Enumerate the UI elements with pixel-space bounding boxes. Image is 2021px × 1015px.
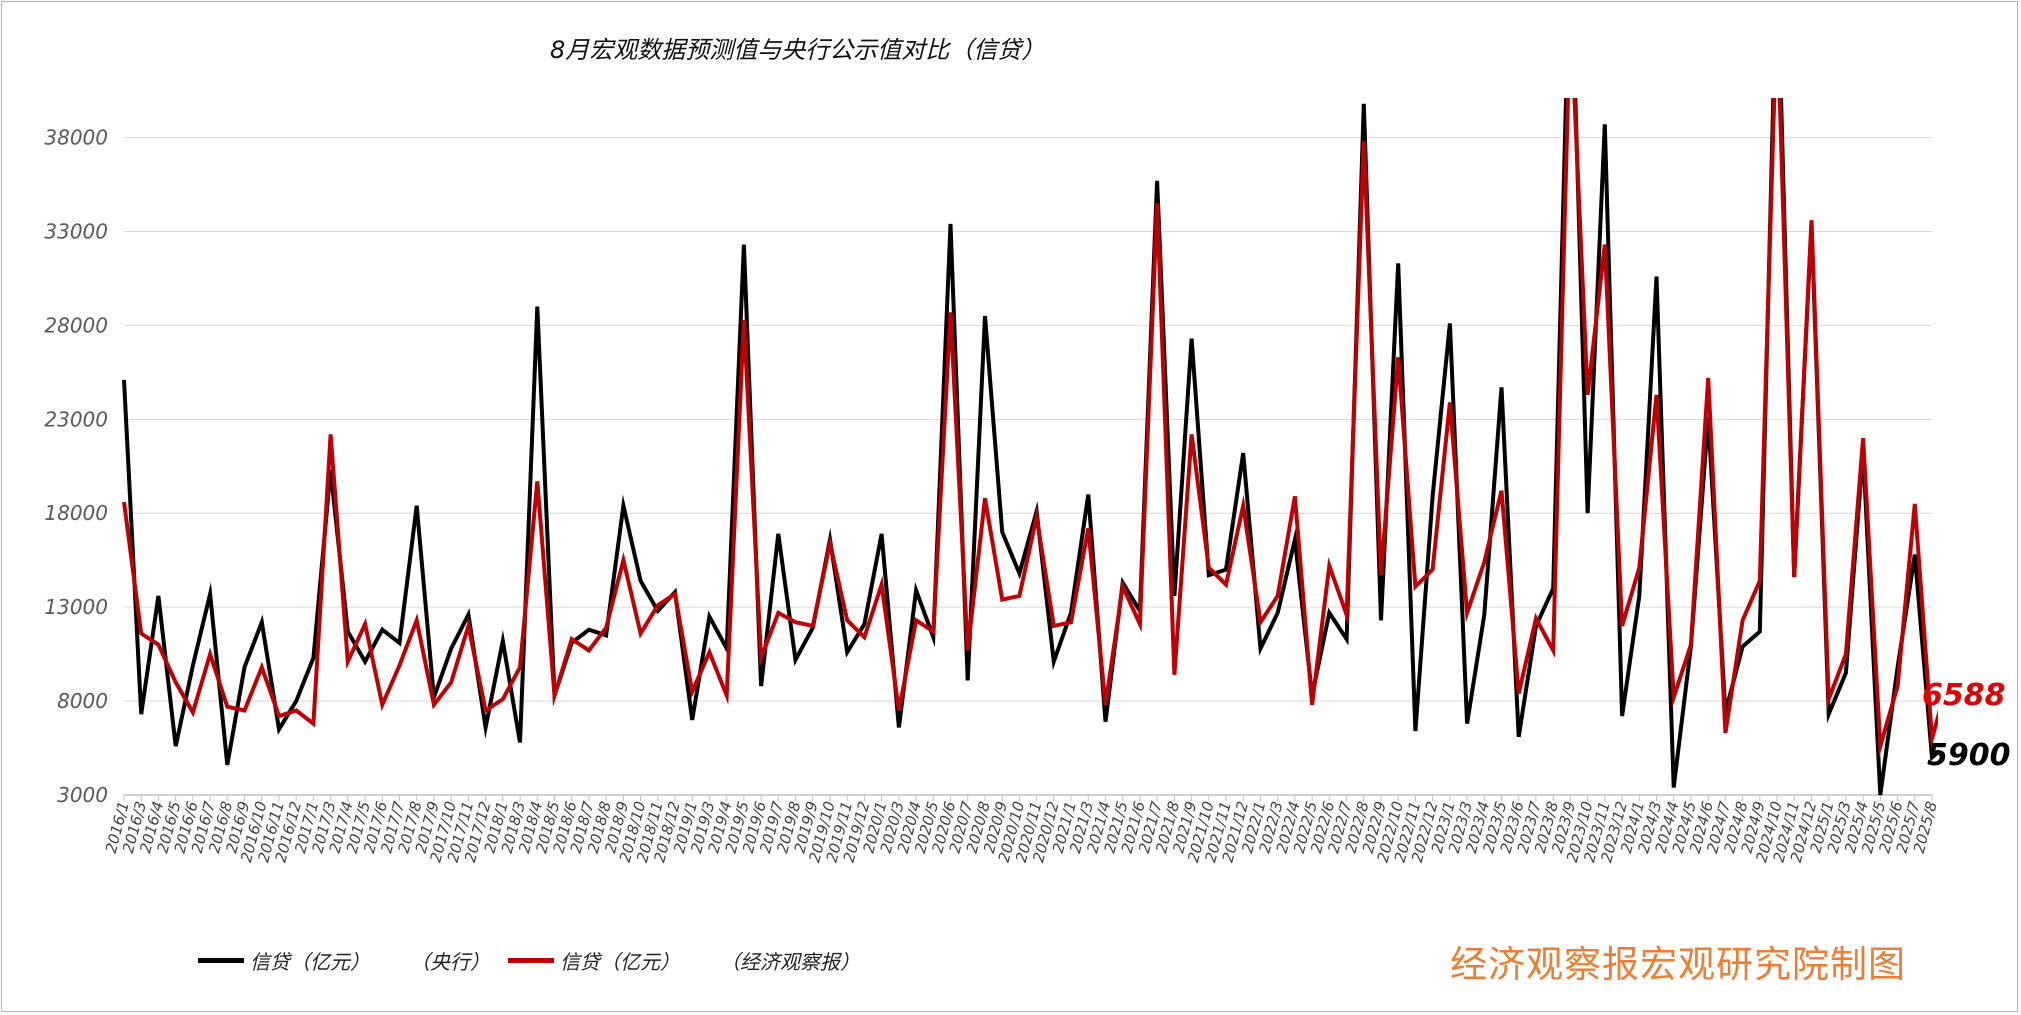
y-tick-label: 3000 xyxy=(57,783,108,807)
series-line-eeo-forecast xyxy=(122,98,1938,759)
y-tick-label: 33000 xyxy=(44,219,108,243)
legend-source-series1: （央行） xyxy=(410,949,490,974)
chart-title: 8月宏观数据预测值与央行公示值对比（信贷） xyxy=(550,36,1046,64)
annotation-last-red: 6588 xyxy=(1922,678,2006,713)
y-tick-label: 18000 xyxy=(44,501,108,525)
annotation-last-black: 5900 xyxy=(1927,738,2011,773)
y-tick-label: 13000 xyxy=(44,595,108,619)
y-tick-label: 38000 xyxy=(44,126,108,150)
y-tick-label: 8000 xyxy=(57,689,108,713)
y-tick-label: 28000 xyxy=(44,313,108,337)
legend-label-series1: 信贷（亿元） xyxy=(250,949,370,974)
legend-source-series2: （经济观察报） xyxy=(720,949,860,974)
legend-label-series2: 信贷（亿元） xyxy=(560,949,680,974)
legend: 信贷（亿元） （央行） 信贷（亿元） （经济观察报） xyxy=(198,945,860,975)
y-tick-label: 23000 xyxy=(44,407,108,431)
legend-swatch-red xyxy=(508,957,554,963)
legend-swatch-black xyxy=(198,957,244,963)
series-line-central-bank xyxy=(122,98,1938,796)
credit-text: 经济观察报宏观研究院制图 xyxy=(1450,943,1906,986)
